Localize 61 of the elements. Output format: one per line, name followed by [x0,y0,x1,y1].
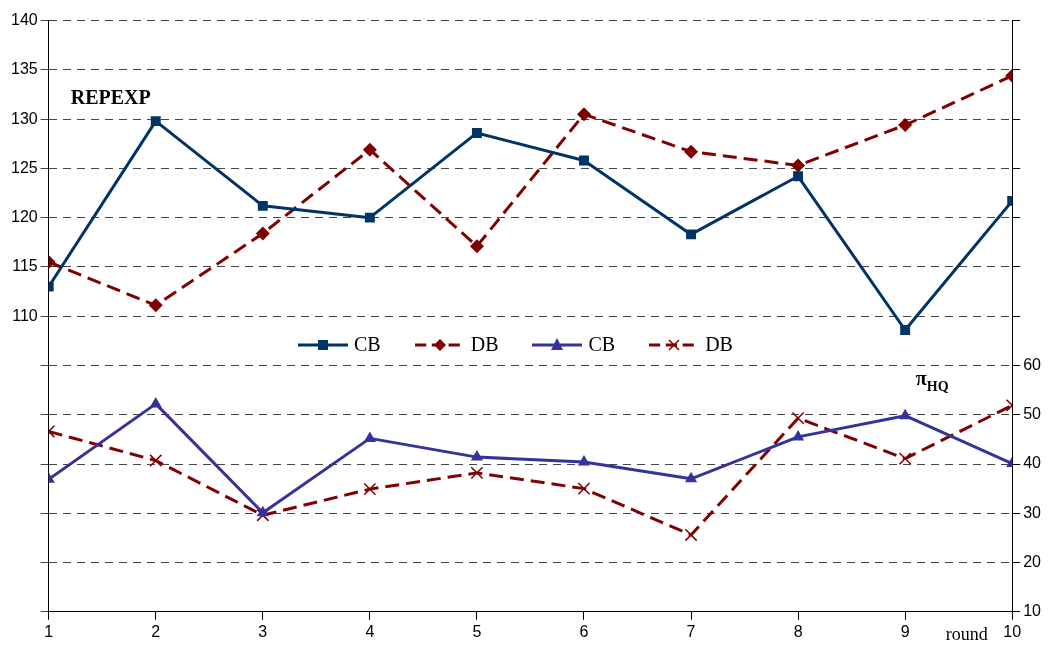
point [150,116,161,127]
point [469,239,484,254]
x-tick-label: 5 [472,622,482,640]
point [579,155,589,166]
y2-tick-label: 40 [1023,454,1042,472]
x-tick-label: 10 [1003,622,1022,640]
x-tick-label: 8 [793,622,803,640]
y-tick-label: 135 [10,60,38,78]
point [576,107,591,122]
point [899,408,912,420]
x-tick-label: 4 [365,622,375,640]
point [684,144,699,159]
legend-label: CB [588,333,616,356]
point [256,508,270,522]
point [791,411,805,425]
point [791,158,806,173]
point [898,452,912,465]
point [148,298,163,313]
point [898,118,913,133]
point [363,431,376,442]
y2-tick-label: 60 [1023,355,1042,373]
y-tick-label: 140 [10,11,38,29]
point [149,396,162,408]
y-tick-label: 125 [10,158,38,176]
point [471,127,482,138]
point [363,482,377,496]
y2-tick-label: 10 [1023,602,1042,620]
point [257,200,268,211]
y-tick-label: 115 [12,257,38,275]
point [577,455,591,466]
point [149,454,163,467]
point [255,226,270,241]
x-tick-label: 6 [579,622,589,640]
point [470,466,484,480]
point [364,212,375,223]
point [793,171,804,182]
legend-label: DB [705,333,733,356]
annotation: REPEXP [70,85,151,108]
y-tick-label: 110 [12,306,38,324]
point [684,528,698,542]
y2-tick-label: 30 [1023,503,1042,521]
point [470,450,483,461]
legend-label: DB [470,333,499,356]
point [684,471,698,483]
point [256,505,269,517]
x-tick-label: 1 [44,622,54,640]
x-tick-label: 7 [686,622,696,640]
y2-tick-label: 20 [1023,552,1042,570]
x-tick-label: 3 [258,622,268,640]
legend-label: CB [354,333,381,356]
point [577,482,591,496]
y-tick-label: 130 [10,109,38,127]
point [792,429,805,441]
point [900,325,911,335]
x-tick-label: 9 [900,622,910,640]
y-tick-label: 120 [10,208,38,226]
point [686,229,696,240]
point [362,142,377,157]
x-tick-label: 2 [151,622,161,640]
x-axis-title: round [945,623,988,644]
y2-tick-label: 50 [1023,405,1042,423]
